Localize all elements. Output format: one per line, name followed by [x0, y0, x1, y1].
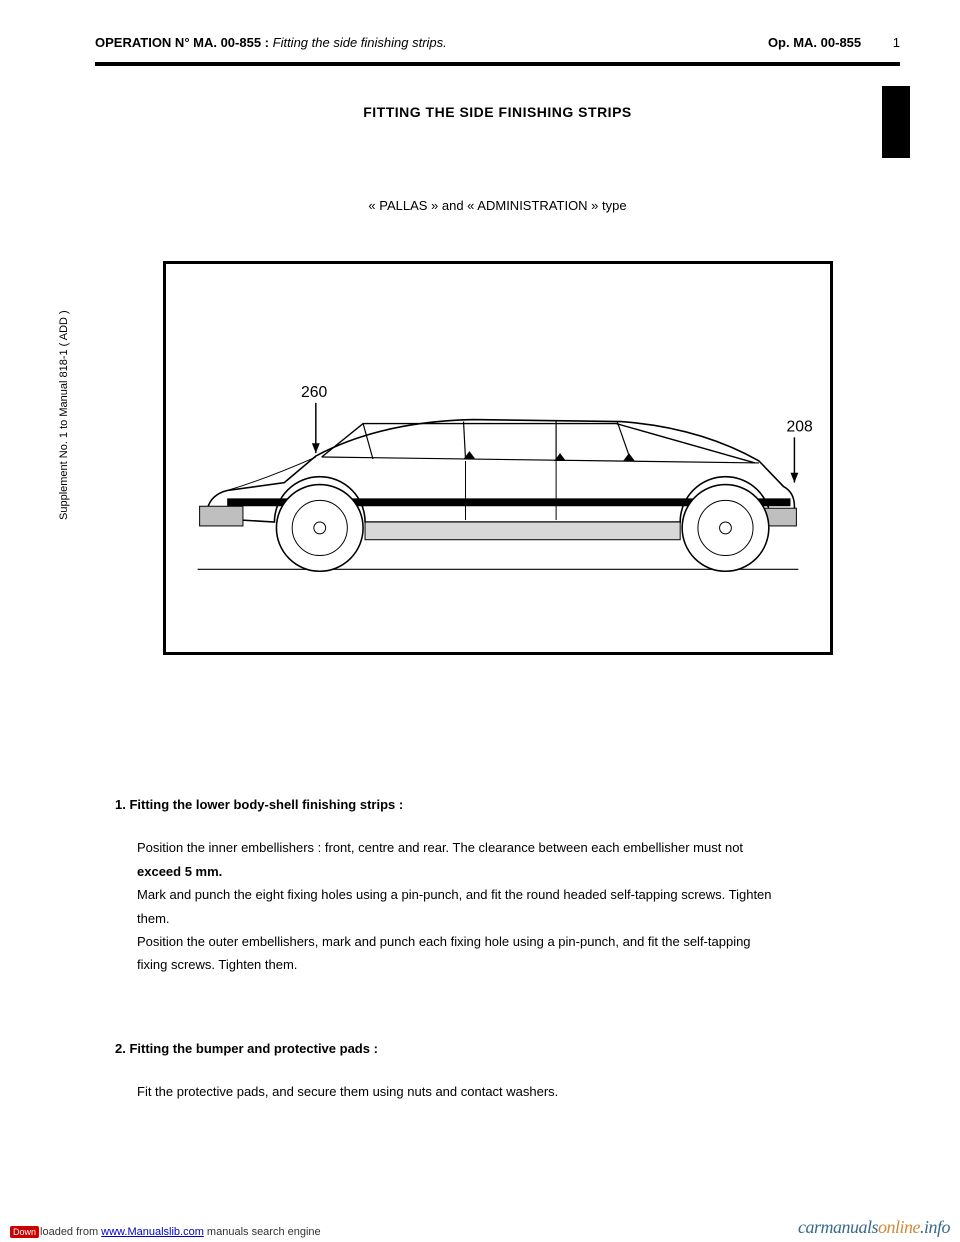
body-line: Fit the protective pads, and secure them… [137, 1080, 890, 1103]
section-2-body: Fit the protective pads, and secure them… [137, 1080, 890, 1103]
dim-208: 208 [786, 418, 813, 435]
operation-code-block: Op. MA. 00-855 1 [768, 35, 900, 50]
car-diagram-svg: 260 208 [166, 264, 830, 652]
supplement-note: Supplement No. 1 to Manual 818-1 ( ADD ) [58, 310, 70, 520]
main-title: FITTING THE SIDE FINISHING STRIPS [95, 104, 900, 120]
section-1-body: Position the inner embellishers : front,… [137, 836, 890, 976]
page-footer: Downloaded from www.Manualslib.com manua… [0, 1217, 960, 1238]
body-line: Position the outer embellishers, mark an… [137, 930, 890, 953]
body-line: Mark and punch the eight fixing holes us… [137, 883, 890, 906]
footer-left: Downloaded from www.Manualslib.com manua… [10, 1226, 321, 1238]
operation-title: OPERATION N° MA. 00-855 : Fitting the si… [95, 35, 447, 50]
footer-text-2: manuals search engine [204, 1226, 321, 1238]
brand-part-2: online [878, 1217, 920, 1237]
page-number: 1 [893, 35, 900, 50]
dim-260: 260 [301, 384, 328, 401]
operation-label: OPERATION N° MA. 00-855 : [95, 35, 269, 50]
body-line: exceed 5 mm. [137, 860, 890, 883]
footer-text-1: loaded from [40, 1226, 101, 1238]
edge-tab [882, 86, 910, 158]
section-2-heading: 2. Fitting the bumper and protective pad… [115, 1037, 890, 1060]
body-line: them. [137, 907, 890, 930]
section-1: 1. Fitting the lower body-shell finishin… [115, 793, 890, 977]
body-line: fixing screws. Tighten them. [137, 953, 890, 976]
brand-part-3: .info [920, 1217, 950, 1237]
subtitle: « PALLAS » and « ADMINISTRATION » type [95, 198, 900, 213]
body-line: Position the inner embellishers : front,… [137, 836, 890, 859]
header-rule [95, 62, 900, 66]
manualslib-link[interactable]: www.Manualslib.com [101, 1226, 204, 1238]
download-badge: Down [10, 1226, 39, 1238]
page-header: OPERATION N° MA. 00-855 : Fitting the si… [95, 35, 900, 58]
brand-part-1: carmanuals [798, 1217, 878, 1237]
operation-desc: Fitting the side finishing strips. [273, 35, 447, 50]
section-1-heading: 1. Fitting the lower body-shell finishin… [115, 793, 890, 816]
section-2: 2. Fitting the bumper and protective pad… [115, 1037, 890, 1104]
footer-right: carmanualsonline.info [798, 1217, 950, 1238]
operation-code: Op. MA. 00-855 [768, 35, 861, 50]
car-figure: 260 208 [163, 261, 833, 655]
